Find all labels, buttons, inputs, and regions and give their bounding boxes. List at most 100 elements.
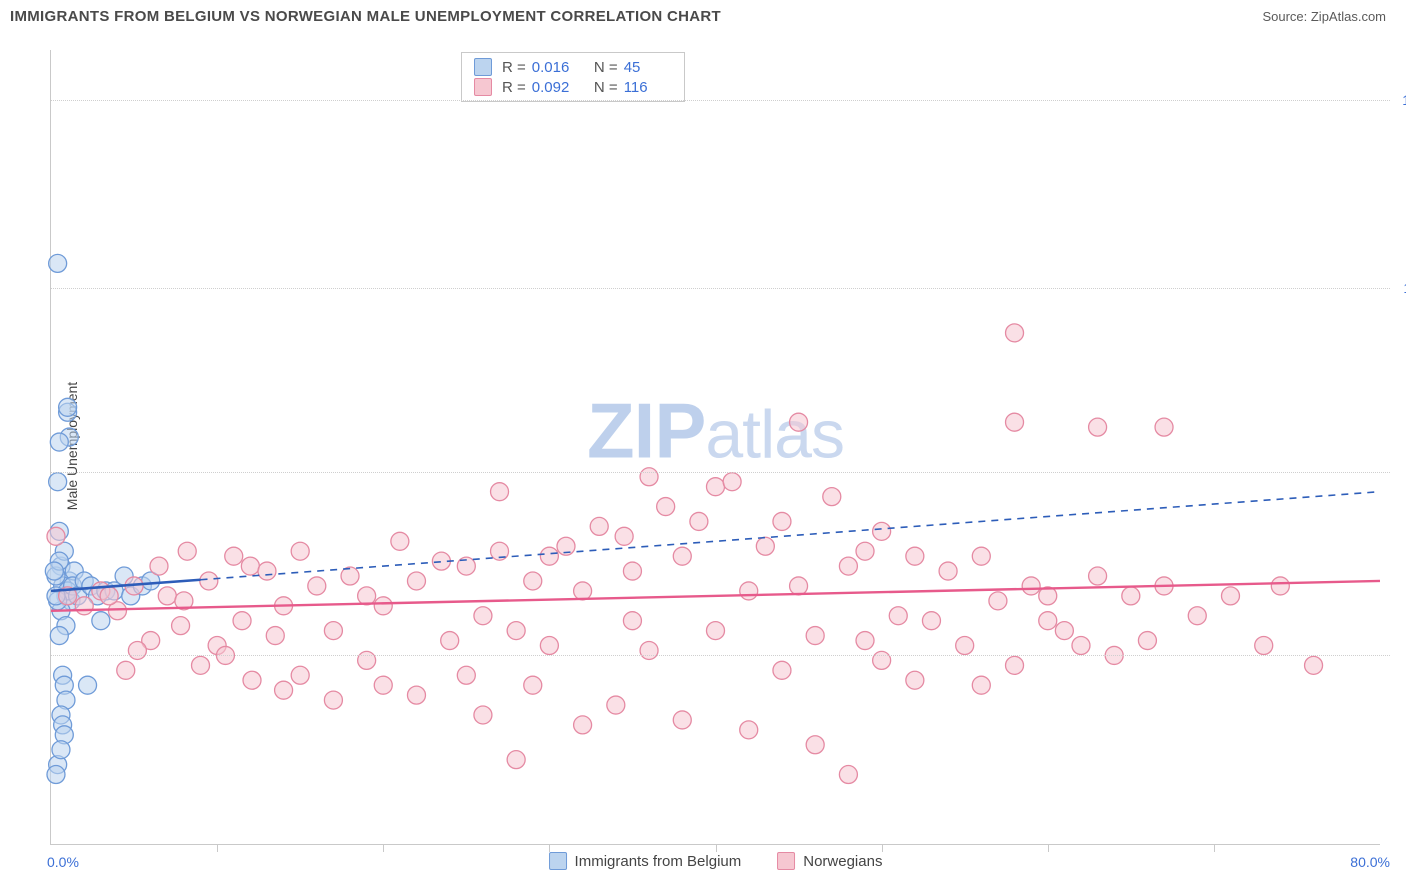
data-point <box>172 617 190 635</box>
data-point <box>1255 637 1273 655</box>
data-point <box>1271 577 1289 595</box>
legend-item-norwegians: Norwegians <box>777 852 882 870</box>
data-point <box>922 612 940 630</box>
data-point <box>707 622 725 640</box>
chart-title: IMMIGRANTS FROM BELGIUM VS NORWEGIAN MAL… <box>10 8 721 25</box>
data-point <box>200 572 218 590</box>
x-tick <box>1214 844 1215 852</box>
data-point <box>690 512 708 530</box>
data-point <box>100 587 118 605</box>
data-point <box>150 557 168 575</box>
data-point <box>707 478 725 496</box>
trend-line <box>201 492 1380 580</box>
data-point <box>1089 567 1107 585</box>
data-point <box>773 661 791 679</box>
data-point <box>673 547 691 565</box>
data-point <box>117 661 135 679</box>
data-point <box>47 527 65 545</box>
data-point <box>540 547 558 565</box>
data-point <box>1022 577 1040 595</box>
data-point <box>1305 656 1323 674</box>
data-point <box>374 676 392 694</box>
data-point <box>524 572 542 590</box>
gridline <box>51 288 1390 289</box>
data-point <box>673 711 691 729</box>
swatch-norwegians-icon <box>474 78 492 96</box>
data-point <box>1039 612 1057 630</box>
data-point <box>391 532 409 550</box>
data-point <box>407 572 425 590</box>
data-point <box>324 622 342 640</box>
data-point <box>1006 656 1024 674</box>
data-point <box>457 666 475 684</box>
data-point <box>474 607 492 625</box>
data-point <box>615 527 633 545</box>
data-point <box>640 641 658 659</box>
data-point <box>1006 324 1024 342</box>
data-point <box>358 651 376 669</box>
data-point <box>740 582 758 600</box>
data-point <box>47 766 65 784</box>
data-point <box>441 632 459 650</box>
data-point <box>574 582 592 600</box>
data-point <box>92 612 110 630</box>
data-point <box>906 547 924 565</box>
x-tick <box>716 844 717 852</box>
data-point <box>823 488 841 506</box>
data-point <box>906 671 924 689</box>
data-point <box>491 483 509 501</box>
data-point <box>640 468 658 486</box>
data-point <box>266 627 284 645</box>
data-point <box>192 656 210 674</box>
data-point <box>1155 418 1173 436</box>
data-point <box>225 547 243 565</box>
data-point <box>956 637 974 655</box>
data-point <box>590 517 608 535</box>
data-point <box>806 627 824 645</box>
chart-area: ZIPatlas R = 0.016 N = 45 R = 0.092 N = … <box>50 50 1380 845</box>
data-point <box>507 622 525 640</box>
data-point <box>291 666 309 684</box>
data-point <box>79 676 97 694</box>
data-point <box>623 612 641 630</box>
data-point <box>241 557 259 575</box>
data-point <box>233 612 251 630</box>
data-point <box>158 587 176 605</box>
data-point <box>607 696 625 714</box>
data-point <box>52 741 70 759</box>
swatch-norwegians-icon <box>777 852 795 870</box>
x-tick <box>1048 844 1049 852</box>
data-point <box>939 562 957 580</box>
data-point <box>873 651 891 669</box>
data-point <box>524 676 542 694</box>
data-point <box>856 542 874 560</box>
data-point <box>1055 622 1073 640</box>
gridline <box>51 655 1390 656</box>
legend: Immigrants from Belgium Norwegians <box>549 852 883 870</box>
data-point <box>49 473 67 491</box>
data-point <box>50 433 68 451</box>
stats-row-norwegians: R = 0.092 N = 116 <box>474 77 672 97</box>
x-tick <box>217 844 218 852</box>
data-point <box>889 607 907 625</box>
gridline <box>51 472 1390 473</box>
data-point <box>723 473 741 491</box>
data-point <box>1089 418 1107 436</box>
gridline <box>51 100 1390 101</box>
data-point <box>49 254 67 272</box>
data-point <box>873 522 891 540</box>
x-tick <box>882 844 883 852</box>
x-max-label: 80.0% <box>1350 854 1390 870</box>
stats-row-belgium: R = 0.016 N = 45 <box>474 57 672 77</box>
data-point <box>243 671 261 689</box>
source-label: Source: ZipAtlas.com <box>1262 9 1386 24</box>
data-point <box>1138 632 1156 650</box>
data-point <box>1221 587 1239 605</box>
swatch-belgium-icon <box>474 58 492 76</box>
legend-item-belgium: Immigrants from Belgium <box>549 852 742 870</box>
data-point <box>574 716 592 734</box>
data-point <box>374 597 392 615</box>
data-point <box>623 562 641 580</box>
data-point <box>806 736 824 754</box>
data-point <box>59 398 77 416</box>
